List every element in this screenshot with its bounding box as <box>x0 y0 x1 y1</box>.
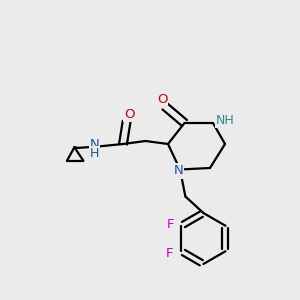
Text: H: H <box>90 147 99 161</box>
Text: O: O <box>124 107 135 121</box>
Text: N: N <box>90 138 99 152</box>
Text: F: F <box>167 218 175 231</box>
Text: NH: NH <box>216 113 235 127</box>
Text: N: N <box>174 164 183 178</box>
Text: O: O <box>157 93 167 106</box>
Text: F: F <box>166 247 174 260</box>
